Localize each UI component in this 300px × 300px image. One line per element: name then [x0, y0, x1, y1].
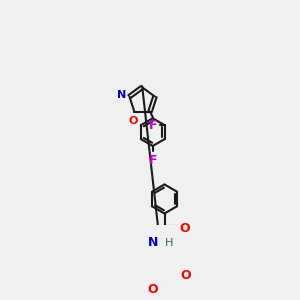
Text: H: H [165, 238, 173, 248]
Text: O: O [181, 269, 191, 282]
Text: F: F [148, 154, 157, 166]
Text: N: N [148, 236, 158, 249]
Text: F: F [148, 119, 157, 132]
Text: O: O [179, 221, 190, 235]
Text: O: O [128, 116, 138, 126]
Text: O: O [148, 284, 158, 296]
Text: N: N [117, 91, 126, 100]
